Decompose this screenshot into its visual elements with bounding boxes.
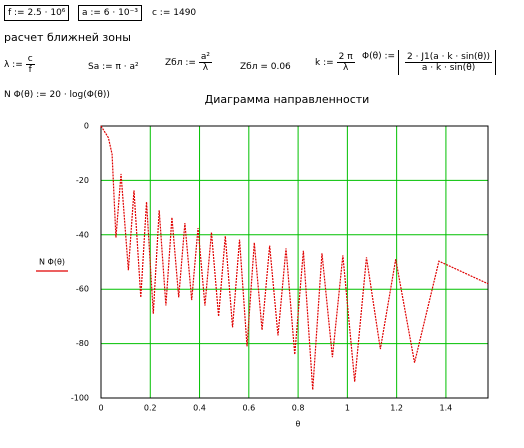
- den: f: [28, 65, 32, 75]
- lambda-def[interactable]: λ := c f: [4, 54, 35, 75]
- lhs: λ :=: [4, 60, 23, 70]
- sa-def[interactable]: Sa := π · a²: [88, 62, 139, 72]
- chart-title: Диаграмма направленности: [205, 93, 370, 106]
- phi-def[interactable]: Φ(θ) := 2 · J1(a · k · sin(θ)) a · k · sin…: [362, 50, 497, 75]
- y-tick-label: -20: [76, 176, 89, 185]
- num: c: [25, 54, 35, 65]
- zbl-value: Zбл = 0.06: [240, 62, 291, 72]
- num: 2 · J1(a · k · sin(θ)): [405, 52, 493, 63]
- x-axis-label: θ: [296, 420, 301, 429]
- y-axis-label: N Φ(θ): [39, 258, 65, 267]
- x-tick-label: 0.8: [292, 404, 305, 413]
- x-tick-label: 0: [98, 404, 103, 413]
- x-tick-label: 1.2: [390, 404, 403, 413]
- y-tick-label: -60: [76, 285, 89, 294]
- y-tick-label: -80: [76, 339, 89, 348]
- lhs: Zбл :=: [165, 58, 196, 68]
- lhs: k :=: [315, 58, 334, 68]
- x-tick-label: 0.4: [193, 404, 206, 413]
- x-tick-label: 1: [345, 404, 350, 413]
- x-tick-label: 0.2: [144, 404, 157, 413]
- data-line: [100, 125, 489, 390]
- nphi-def[interactable]: N Φ(θ) := 20 · log(Φ(θ)): [4, 90, 110, 100]
- x-tick-label: 0.6: [242, 404, 255, 413]
- den: λ: [343, 63, 349, 73]
- den: λ: [202, 63, 209, 73]
- lhs: Φ(θ) :=: [362, 51, 396, 62]
- a-def[interactable]: a := 6 · 10⁻³: [78, 5, 142, 21]
- y-tick-label: -40: [76, 230, 89, 239]
- heading: расчет ближней зоны: [4, 31, 131, 44]
- num: a²: [198, 52, 213, 63]
- y-tick-label: -100: [71, 394, 89, 403]
- num: 2 π: [336, 52, 355, 63]
- c-def[interactable]: c := 1490: [152, 8, 197, 18]
- x-tick-label: 1.4: [440, 404, 453, 413]
- f-def[interactable]: f := 2.5 · 10⁶: [4, 5, 70, 21]
- den: a · k · sin(θ): [421, 63, 476, 73]
- plot-frame: [100, 125, 489, 399]
- y-tick-label: 0: [84, 122, 89, 131]
- zbl-def[interactable]: Zбл := a² λ: [165, 52, 213, 73]
